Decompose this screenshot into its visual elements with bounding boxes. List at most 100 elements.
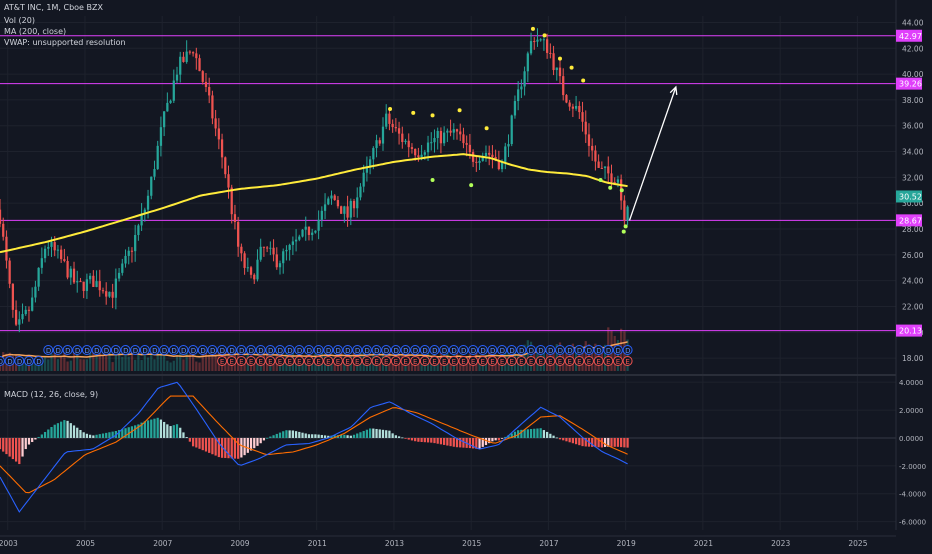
dividend-marker[interactable] <box>236 345 247 355</box>
dividend-marker[interactable] <box>371 345 382 355</box>
dividend-marker[interactable] <box>217 345 228 355</box>
dividend-marker[interactable] <box>419 345 430 355</box>
earnings-marker[interactable] <box>400 356 411 366</box>
earnings-marker[interactable] <box>468 356 479 366</box>
earnings-marker[interactable] <box>255 356 266 366</box>
earnings-marker[interactable] <box>477 356 488 366</box>
earnings-marker[interactable] <box>439 356 450 366</box>
earnings-marker[interactable] <box>448 356 459 366</box>
earnings-marker[interactable] <box>564 356 575 366</box>
dividend-marker[interactable] <box>303 345 314 355</box>
dividend-marker[interactable] <box>4 356 15 366</box>
earnings-marker[interactable] <box>313 356 324 366</box>
study-ma[interactable]: MA (200, close) <box>4 27 67 36</box>
dividend-marker[interactable] <box>313 345 324 355</box>
earnings-marker[interactable] <box>516 356 527 366</box>
earnings-marker[interactable] <box>217 356 228 366</box>
dividend-marker[interactable] <box>188 345 199 355</box>
dividend-marker[interactable] <box>159 345 170 355</box>
dividend-marker[interactable] <box>361 345 372 355</box>
dividend-marker[interactable] <box>535 345 546 355</box>
dividend-marker[interactable] <box>72 345 83 355</box>
earnings-marker[interactable] <box>332 356 343 366</box>
dividend-marker[interactable] <box>468 345 479 355</box>
dividend-marker[interactable] <box>603 345 614 355</box>
dividend-marker[interactable] <box>564 345 575 355</box>
earnings-marker[interactable] <box>342 356 353 366</box>
dividend-marker[interactable] <box>81 345 92 355</box>
dividend-marker[interactable] <box>622 345 633 355</box>
earnings-marker[interactable] <box>390 356 401 366</box>
dividend-marker[interactable] <box>130 345 141 355</box>
study-volume[interactable]: Vol (20) <box>4 16 35 25</box>
dividend-marker[interactable] <box>439 345 450 355</box>
dividend-marker[interactable] <box>506 345 517 355</box>
earnings-marker[interactable] <box>275 356 285 366</box>
dividend-marker[interactable] <box>265 345 276 355</box>
macd-title[interactable]: MACD (12, 26, close, 9) <box>4 390 99 399</box>
dividend-marker[interactable] <box>555 345 565 355</box>
dividend-marker[interactable] <box>294 345 305 355</box>
dividend-marker[interactable] <box>400 345 411 355</box>
dividend-marker[interactable] <box>497 345 508 355</box>
dividend-marker[interactable] <box>410 345 421 355</box>
earnings-marker[interactable] <box>458 356 469 366</box>
dividend-marker[interactable] <box>323 345 334 355</box>
dividend-marker[interactable] <box>168 345 179 355</box>
earnings-marker[interactable] <box>294 356 305 366</box>
earnings-marker[interactable] <box>603 356 614 366</box>
earnings-marker[interactable] <box>352 356 363 366</box>
dividend-marker[interactable] <box>23 356 34 366</box>
earnings-marker[interactable] <box>236 356 247 366</box>
dividend-marker[interactable] <box>120 345 131 355</box>
dividend-marker[interactable] <box>593 345 604 355</box>
earnings-marker[interactable] <box>303 356 314 366</box>
earnings-marker[interactable] <box>410 356 421 366</box>
dividend-marker[interactable] <box>526 345 537 355</box>
dividend-marker[interactable] <box>255 345 266 355</box>
dividend-marker[interactable] <box>14 356 25 366</box>
dividend-marker[interactable] <box>101 345 112 355</box>
earnings-marker[interactable] <box>622 356 633 366</box>
dividend-marker[interactable] <box>149 345 160 355</box>
earnings-marker[interactable] <box>265 356 276 366</box>
dividend-marker[interactable] <box>33 356 44 366</box>
earnings-marker[interactable] <box>487 356 498 366</box>
dividend-marker[interactable] <box>477 345 488 355</box>
dividend-marker[interactable] <box>458 345 469 355</box>
earnings-marker[interactable] <box>246 356 257 366</box>
dividend-marker[interactable] <box>381 345 392 355</box>
dividend-marker[interactable] <box>545 345 556 355</box>
earnings-marker[interactable] <box>381 356 392 366</box>
dividend-marker[interactable] <box>332 345 343 355</box>
dividend-marker[interactable] <box>583 345 594 355</box>
earnings-marker[interactable] <box>361 356 372 366</box>
dividend-marker[interactable] <box>574 345 585 355</box>
dividend-marker[interactable] <box>429 345 440 355</box>
dividend-marker[interactable] <box>0 356 5 366</box>
dividend-marker[interactable] <box>207 345 218 355</box>
earnings-marker[interactable] <box>429 356 440 366</box>
arrow-head[interactable] <box>669 85 678 96</box>
dividend-marker[interactable] <box>197 345 208 355</box>
dividend-marker[interactable] <box>43 345 54 355</box>
arrow-line[interactable] <box>628 86 677 221</box>
earnings-marker[interactable] <box>535 356 546 366</box>
earnings-marker[interactable] <box>419 356 430 366</box>
earnings-marker[interactable] <box>506 356 517 366</box>
earnings-marker[interactable] <box>526 356 537 366</box>
dividend-marker[interactable] <box>52 345 63 355</box>
earnings-marker[interactable] <box>545 356 556 366</box>
dividend-marker[interactable] <box>390 345 401 355</box>
earnings-marker[interactable] <box>583 356 594 366</box>
earnings-marker[interactable] <box>284 356 295 366</box>
dividend-marker[interactable] <box>226 345 237 355</box>
dividend-marker[interactable] <box>448 345 459 355</box>
earnings-marker[interactable] <box>226 356 237 366</box>
earnings-marker[interactable] <box>323 356 334 366</box>
dividend-marker[interactable] <box>352 345 363 355</box>
earnings-marker[interactable] <box>497 356 508 366</box>
dividend-marker[interactable] <box>516 345 527 355</box>
earnings-marker[interactable] <box>555 356 565 366</box>
